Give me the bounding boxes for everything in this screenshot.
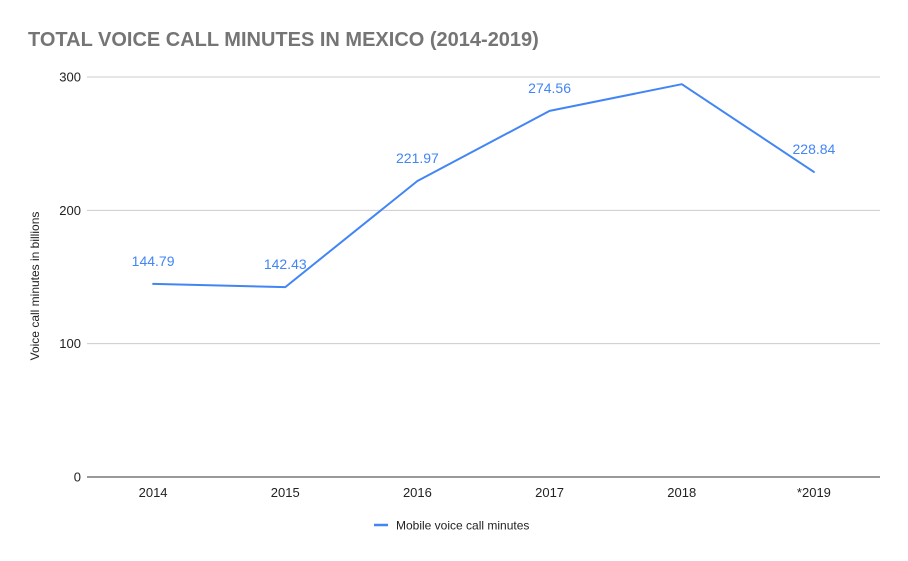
series-line[interactable] [152, 83, 815, 289]
y-tick-label: 200 [59, 203, 81, 218]
x-axis-ticks: 2014 2015 2016 2017 2018 *2019 [139, 485, 831, 500]
x-tick-label: 2014 [139, 485, 168, 500]
data-label: 142.43 [264, 256, 307, 272]
chart-title: TOTAL VOICE CALL MINUTES IN MEXICO (2014… [28, 29, 539, 51]
x-tick-label: 2017 [535, 485, 564, 500]
x-tick-label: *2019 [797, 485, 831, 500]
data-label: 228.84 [793, 141, 836, 157]
data-label: 144.79 [132, 253, 175, 269]
gridlines [87, 76, 880, 478]
x-tick-label: 2018 [667, 485, 696, 500]
x-tick-label: 2016 [403, 485, 432, 500]
data-point[interactable] [150, 281, 156, 287]
data-point[interactable] [811, 169, 817, 175]
y-tick-label: 100 [59, 336, 81, 351]
data-point[interactable] [547, 108, 553, 114]
y-tick-label: 300 [59, 70, 81, 85]
data-labels: 144.79 142.43 221.97 274.56 228.84 [132, 80, 836, 272]
data-point[interactable] [414, 178, 420, 184]
y-axis-ticks: 0 100 200 300 [59, 70, 81, 485]
y-axis-title: Voice call minutes in billions [28, 212, 42, 361]
data-point[interactable] [679, 81, 685, 87]
data-label: 274.56 [528, 80, 571, 96]
data-label: 221.97 [396, 150, 439, 166]
series-layer [150, 81, 817, 290]
x-tick-label: 2015 [271, 485, 300, 500]
legend[interactable]: Mobile voice call minutes [374, 519, 529, 533]
data-point[interactable] [282, 284, 288, 290]
legend-label: Mobile voice call minutes [396, 519, 529, 533]
y-tick-label: 0 [74, 470, 81, 485]
